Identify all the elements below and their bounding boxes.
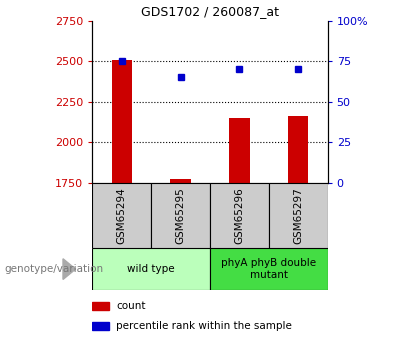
Bar: [210, 248, 328, 290]
Bar: [269, 183, 328, 248]
Bar: [112, 60, 132, 183]
Bar: [92, 302, 109, 310]
Bar: [151, 183, 210, 248]
Text: GSM65297: GSM65297: [293, 187, 303, 244]
Bar: [92, 248, 210, 290]
Text: GSM65294: GSM65294: [117, 187, 127, 244]
Bar: [229, 118, 249, 183]
Bar: [210, 183, 269, 248]
Title: GDS1702 / 260087_at: GDS1702 / 260087_at: [141, 5, 279, 18]
Text: percentile rank within the sample: percentile rank within the sample: [116, 321, 292, 331]
Text: count: count: [116, 301, 145, 311]
Bar: [171, 179, 191, 183]
Text: GSM65296: GSM65296: [234, 187, 244, 244]
Bar: [92, 322, 109, 329]
Text: GSM65295: GSM65295: [176, 187, 186, 244]
Text: phyA phyB double
mutant: phyA phyB double mutant: [221, 258, 316, 280]
Text: genotype/variation: genotype/variation: [4, 264, 103, 274]
Text: wild type: wild type: [127, 264, 175, 274]
Bar: [92, 183, 151, 248]
Bar: [288, 116, 308, 183]
